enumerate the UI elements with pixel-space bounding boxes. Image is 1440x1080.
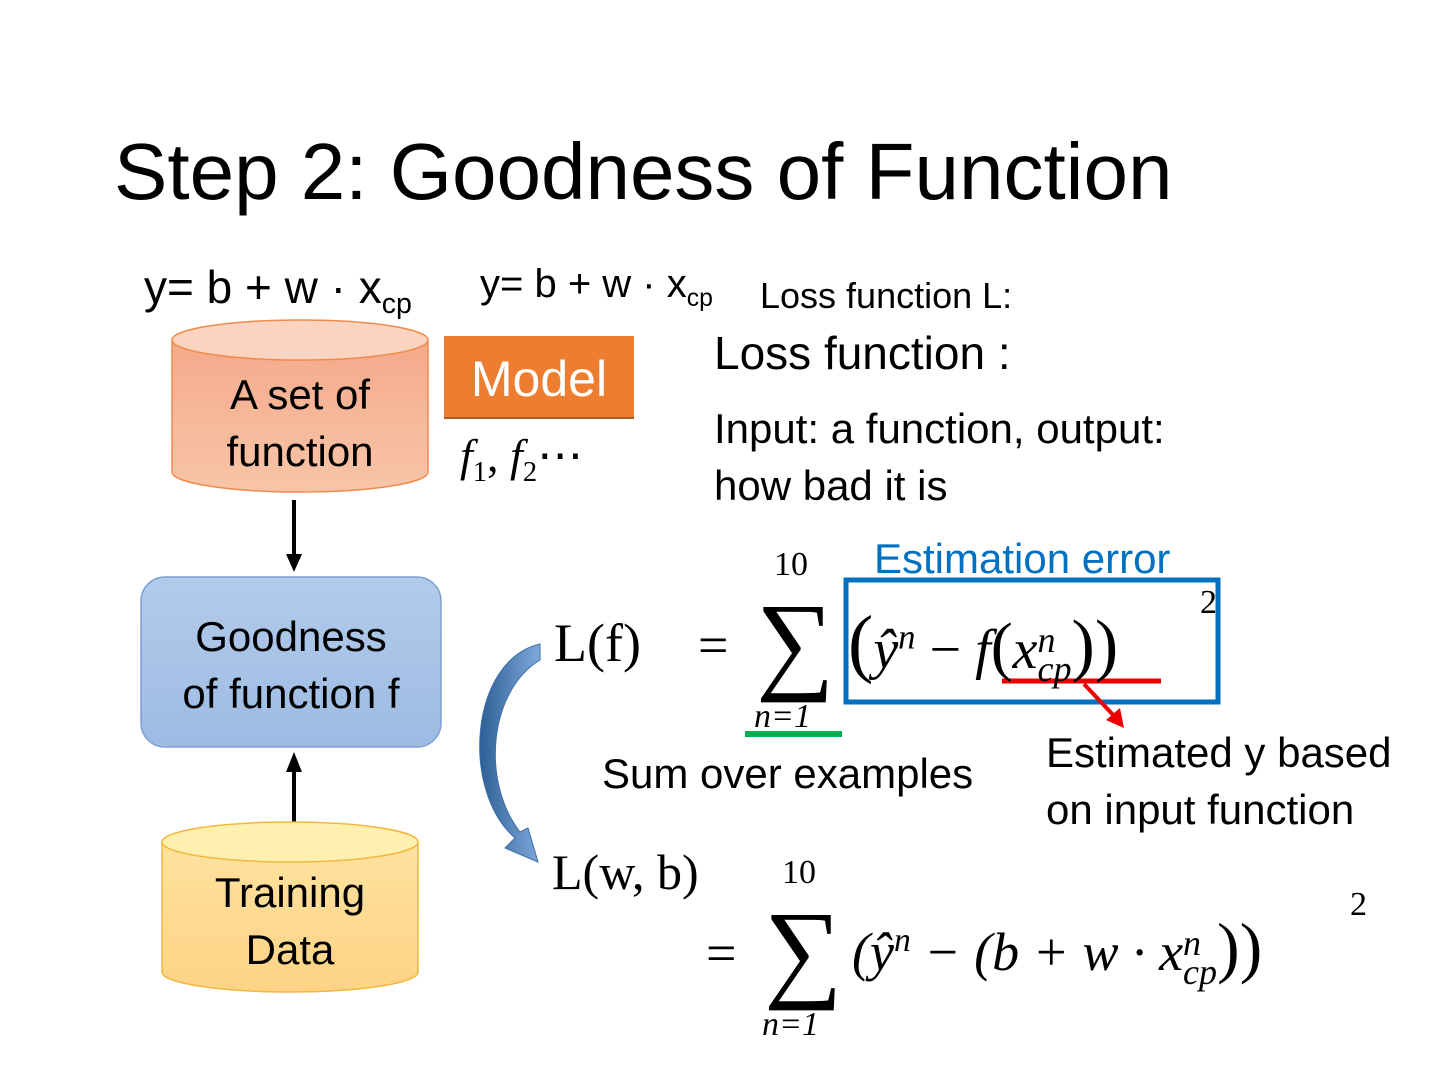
model-label: Model	[470, 351, 608, 407]
estimated-y-note: Estimated y based on input function	[1046, 724, 1392, 838]
f1: f	[460, 430, 473, 481]
x: x	[1012, 619, 1038, 681]
loss-title-large: Loss function :	[714, 327, 1011, 379]
loss-wb-body: (ŷn − (b + w · x n cp))	[852, 908, 1263, 992]
loss-f-lhs: L(f)	[554, 613, 641, 673]
sum-lower: n=1	[754, 698, 811, 735]
paren: (	[848, 601, 874, 685]
yhat: (ŷ	[852, 922, 894, 982]
model-formula-back: y= b + w · xcp	[480, 262, 713, 313]
s1: 1	[472, 457, 488, 489]
sum-over-examples: Sum over examples	[602, 750, 974, 797]
label-line: Training	[214, 869, 366, 916]
s2: 2	[522, 457, 538, 489]
dots: ⋯	[537, 430, 584, 481]
function-list: f1, f2⋯	[460, 430, 584, 489]
yhat: ŷ	[873, 619, 899, 681]
desc-line: how bad it is	[714, 462, 948, 509]
estimation-error-box	[843, 577, 1221, 705]
training-data-label: Training Data	[162, 864, 418, 978]
curved-arrow-icon	[479, 643, 541, 863]
f2: f	[510, 430, 523, 481]
sup-n: n	[893, 922, 911, 959]
estimation-error-label: Estimation error	[874, 535, 1171, 582]
loss-f-body: (ŷn − f(x n cp))	[848, 601, 1119, 690]
sum-upper: 10	[782, 854, 816, 891]
arrow-down-icon	[286, 500, 302, 572]
function-set-label: A set of function	[172, 366, 428, 480]
loss-wb-lhs: L(w, b)	[552, 844, 699, 900]
training-data-cylinder	[161, 821, 419, 993]
page-title: Step 2: Goodness of Function	[114, 127, 1173, 216]
formula-y: y	[144, 261, 167, 313]
label-line: function	[226, 428, 374, 475]
sup-n: n	[898, 617, 916, 657]
model-box	[444, 336, 634, 418]
note-line: Estimated y based	[1046, 729, 1392, 776]
loss-description: Input: a function, output: how bad it is	[714, 400, 1165, 514]
sub: cp	[1183, 951, 1218, 992]
f: f	[975, 619, 991, 681]
desc-line: Input: a function, output:	[714, 405, 1165, 452]
equals: =	[698, 615, 729, 675]
note-line: on input function	[1046, 786, 1355, 833]
equals: =	[706, 923, 737, 983]
sup: n	[1037, 620, 1056, 661]
label-line: of function f	[182, 670, 400, 717]
red-arrow-icon	[1082, 682, 1124, 728]
goodness-box	[140, 576, 442, 748]
sigma-icon: ∑	[764, 889, 843, 1011]
formula-rest: = b + w · x	[167, 261, 382, 313]
sum-upper: 10	[774, 546, 808, 583]
model-formula: y= b + w · xcp	[144, 260, 412, 321]
mid: − (b + w · x	[910, 922, 1184, 982]
sigma-icon: ∑	[756, 581, 835, 703]
minus: −	[929, 619, 962, 681]
close: ))	[1217, 909, 1263, 985]
function-set-cylinder	[171, 319, 429, 493]
loss-title-small: Loss function L:	[760, 275, 1013, 316]
formula-rest: = b + w · x	[500, 262, 687, 306]
pow-2: 2	[1350, 886, 1367, 923]
label-line: Data	[245, 926, 335, 973]
sup: n	[1183, 922, 1202, 963]
sub: cp	[1037, 649, 1072, 690]
formula-sub: cp	[381, 288, 412, 321]
goodness-label: Goodness of function f	[141, 608, 441, 722]
close: ))	[1071, 607, 1119, 684]
label-line: Goodness	[195, 613, 387, 660]
pow-2: 2	[1200, 584, 1217, 621]
formula-y: y	[480, 262, 500, 306]
formula-sub: cp	[686, 285, 713, 312]
label-line: A set of	[229, 371, 371, 418]
sum-lower: n=1	[762, 1006, 819, 1043]
